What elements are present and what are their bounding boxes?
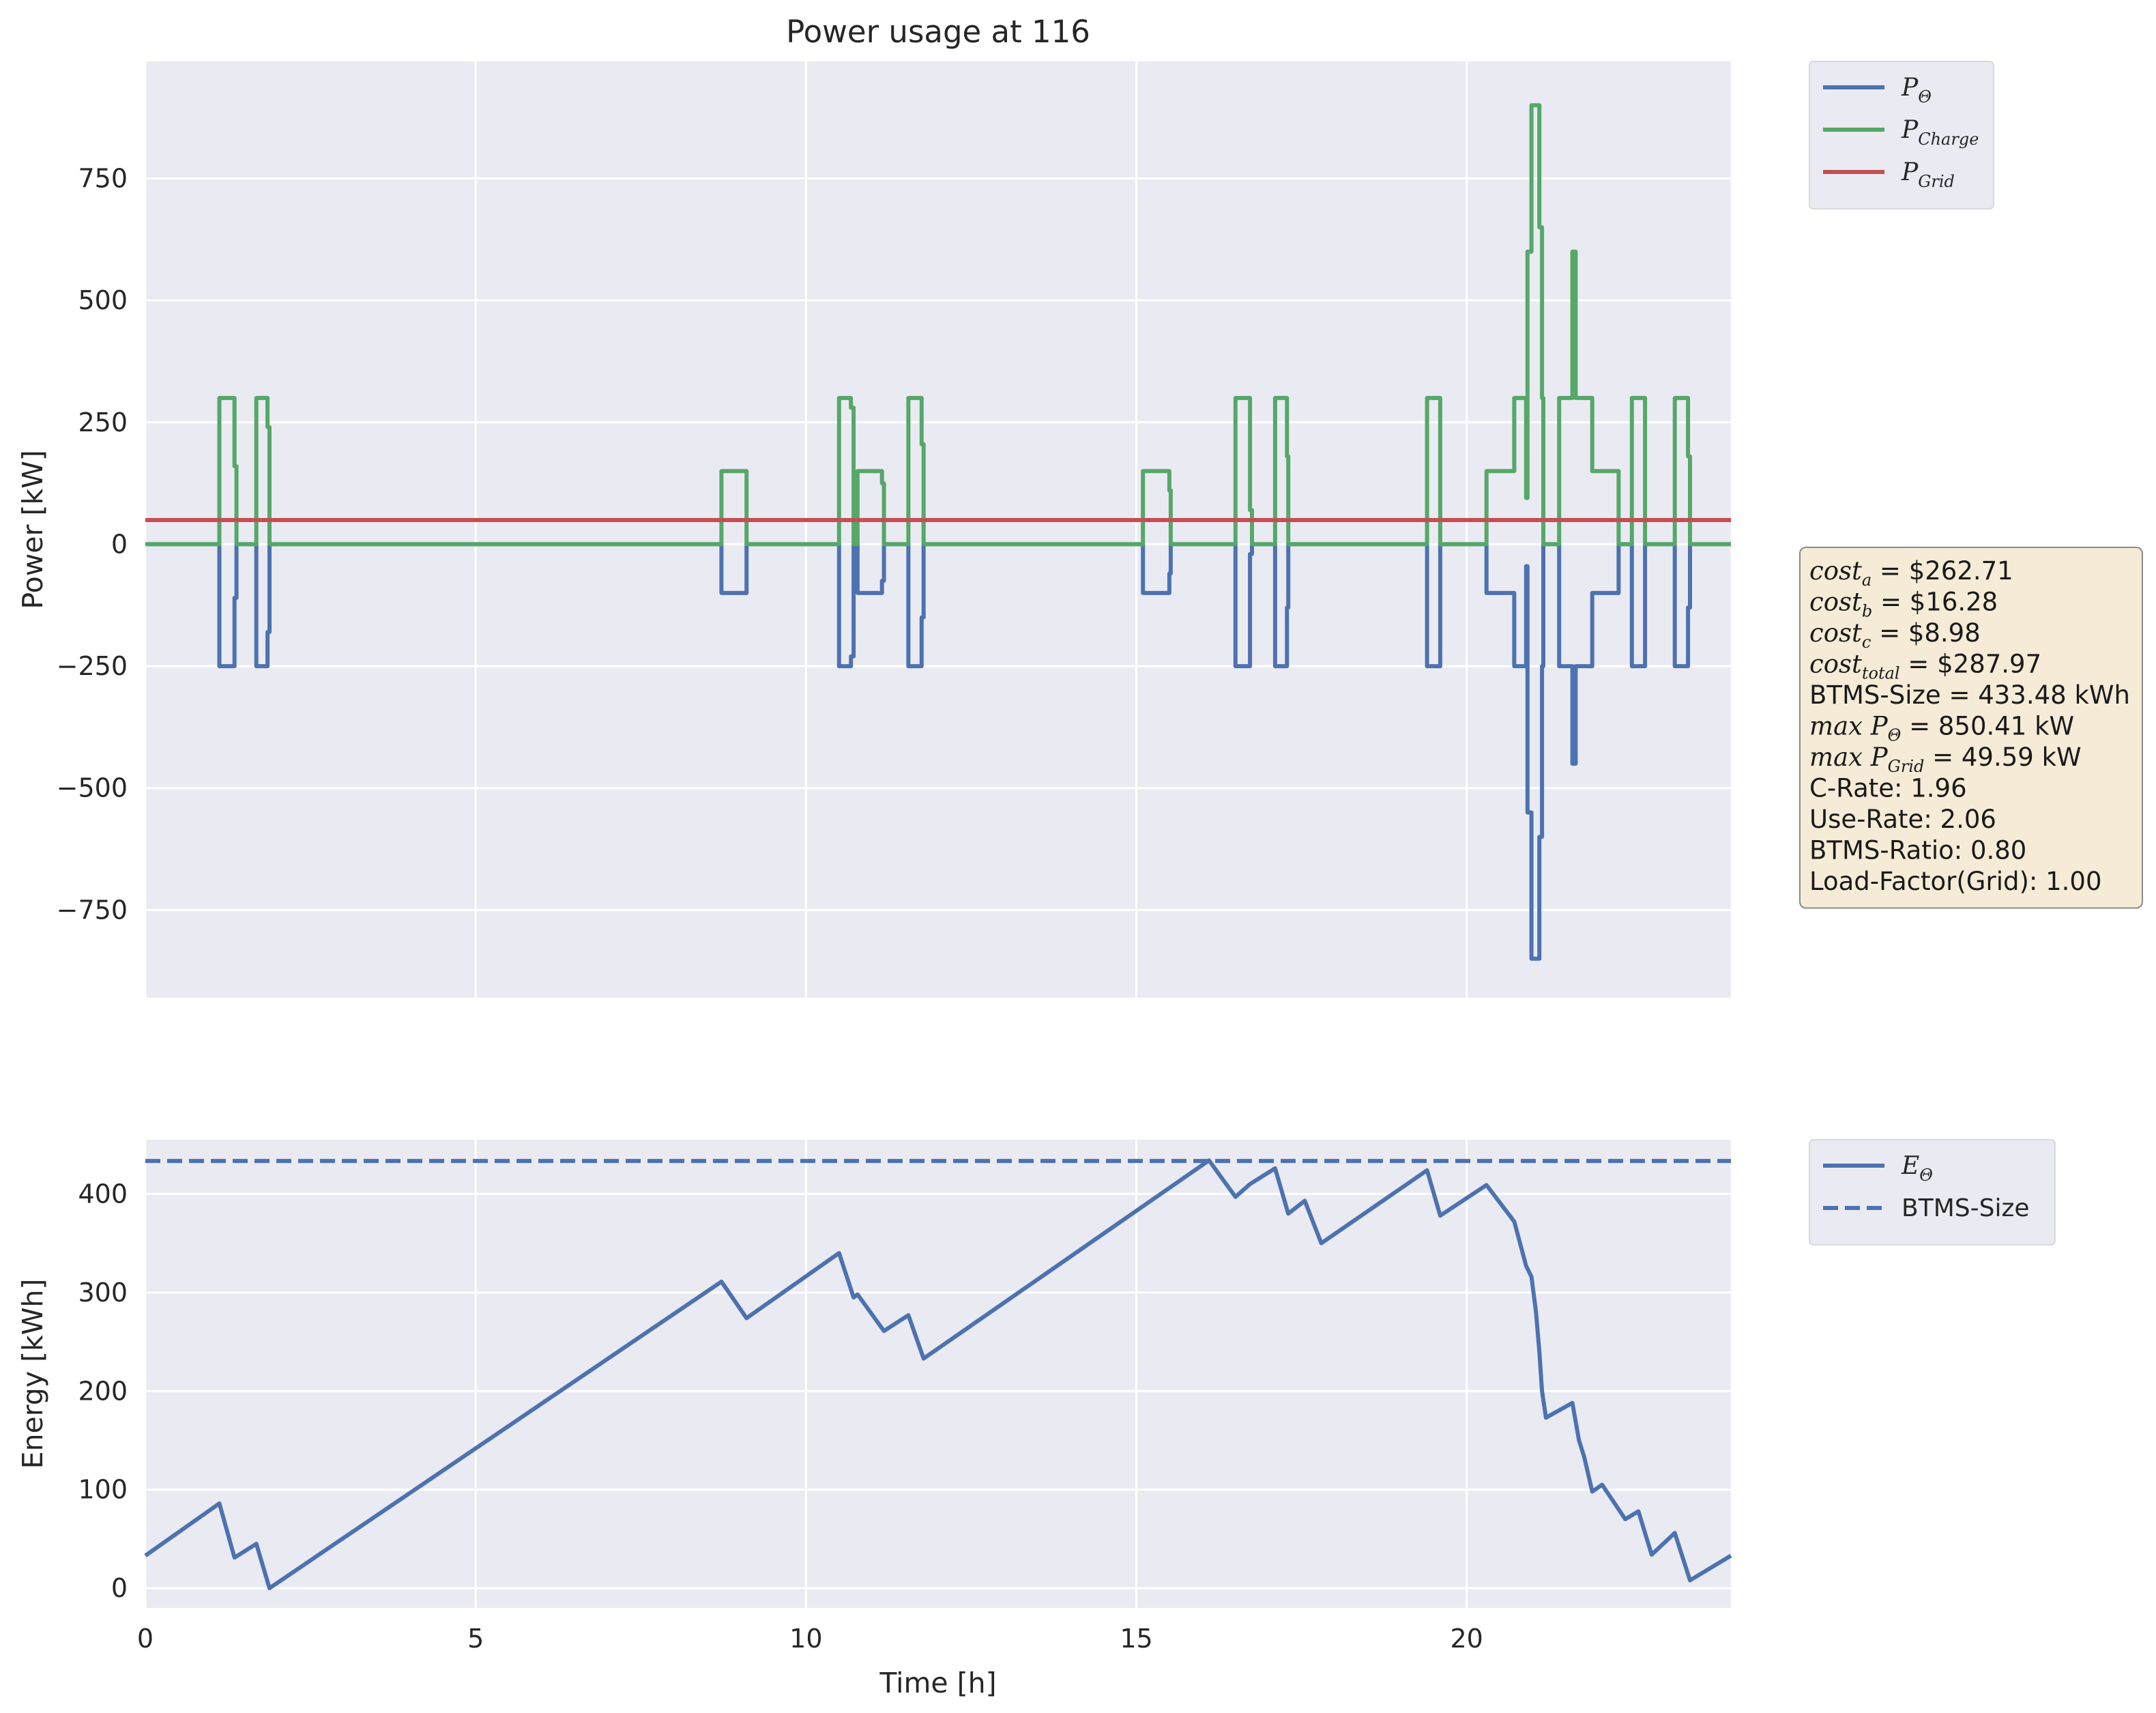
info-main: BTMS-Ratio: 0.80 — [1809, 836, 2026, 865]
legend-entry: BTMS-Size — [1902, 1194, 2030, 1222]
x-axis-label: Time [h] — [879, 1667, 996, 1699]
legend-sub: Grid — [1918, 172, 1955, 191]
info-main: BTMS-Size — [1809, 680, 1941, 710]
legend-entry: PCharge — [1901, 116, 1979, 149]
legend-sub: Θ — [1919, 1166, 1933, 1185]
y-tick-label: 0 — [111, 529, 128, 559]
y-tick-label: −750 — [57, 895, 128, 925]
legend-main: P — [1901, 158, 1919, 186]
info-rest: = 850.41 kW — [1901, 712, 2074, 741]
info-rest: = $16.28 — [1872, 588, 1998, 617]
info-line: max PΘ = 850.41 kW — [1809, 712, 2074, 745]
legend-sub: Θ — [1918, 87, 1932, 106]
info-main: max P — [1809, 743, 1889, 772]
legend-main: BTMS-Size — [1902, 1194, 2030, 1222]
y-axis-label: Power [kW] — [16, 450, 49, 609]
x-tick-label: 5 — [467, 1624, 484, 1654]
info-sub: b — [1862, 602, 1872, 621]
info-rest: = $8.98 — [1871, 618, 1980, 648]
info-main: cost — [1809, 650, 1862, 679]
y-tick-label: −500 — [57, 773, 128, 803]
y-tick-label: 200 — [78, 1376, 128, 1406]
info-line: costa = $262.71 — [1809, 556, 2013, 590]
energy-chart: 0 100 200 300 400 0 5 10 15 20 Time [h] Energy [kWh… — [16, 1139, 2056, 1699]
info-main: max P — [1809, 712, 1889, 741]
y-tick-label: 500 — [78, 285, 128, 315]
y-tick-label: 400 — [78, 1179, 128, 1209]
info-sub: Θ — [1888, 726, 1902, 745]
info-line: C-Rate: 1.96 — [1809, 774, 1967, 803]
info-line: costb = $16.28 — [1809, 588, 1998, 621]
chart-title: Power usage at 116 — [786, 14, 1090, 50]
y-tick-label: 300 — [78, 1278, 128, 1308]
info-line: max PGrid = 49.59 kW — [1809, 743, 2082, 776]
y-tick-label: −250 — [57, 651, 128, 681]
info-main: cost — [1809, 618, 1862, 648]
legend: EΘ BTMS-Size — [1809, 1139, 2056, 1246]
info-box-frame — [1799, 547, 2143, 909]
y-tick-label: 0 — [111, 1573, 128, 1603]
y-tick-label: 250 — [78, 407, 128, 437]
legend-main: P — [1901, 116, 1919, 144]
legend-main: E — [1901, 1152, 1919, 1180]
plot-area — [145, 1140, 1731, 1608]
info-main: cost — [1809, 588, 1862, 617]
info-main: C-Rate: 1.96 — [1809, 774, 1967, 803]
series-line-0 — [144, 1158, 1732, 1591]
legend-main: P — [1901, 74, 1919, 102]
power-chart: −750 −500 −250 0 250 500 750 Power usage at 116… — [16, 14, 1994, 998]
x-tick-label: 10 — [789, 1624, 822, 1654]
info-sub: total — [1862, 664, 1900, 683]
info-main: Use-Rate: 2.06 — [1809, 805, 1996, 834]
legend-entry: PGrid — [1901, 158, 1955, 191]
info-main: Load-Factor(Grid): 1.00 — [1809, 867, 2102, 896]
plot-area — [145, 61, 1731, 998]
series-line-1 — [145, 103, 1731, 547]
info-line: costtotal = $287.97 — [1809, 650, 2041, 683]
legend-sub: Charge — [1918, 130, 1979, 149]
info-rest: = $262.71 — [1871, 556, 2013, 586]
x-tick-label: 20 — [1450, 1624, 1483, 1654]
x-tick-label: 0 — [137, 1624, 154, 1654]
x-tick-label: 15 — [1120, 1624, 1152, 1654]
info-line: BTMS-Ratio: 0.80 — [1809, 836, 2026, 865]
info-rest: = 433.48 kWh — [1941, 680, 2130, 710]
legend-entry: PΘ — [1901, 74, 1932, 106]
info-sub: Grid — [1888, 757, 1925, 776]
legend-entry: EΘ — [1901, 1152, 1933, 1185]
y-tick-label: 100 — [78, 1475, 128, 1505]
info-line: Use-Rate: 2.06 — [1809, 805, 1996, 834]
info-rest: = $287.97 — [1900, 650, 2042, 679]
y-tick-label: 750 — [78, 164, 128, 194]
info-line: costc = $8.98 — [1809, 618, 1981, 652]
info-main: cost — [1809, 556, 1862, 586]
legend-frame — [1809, 1139, 2056, 1246]
info-sub: a — [1862, 571, 1871, 590]
info-line: BTMS-Size = 433.48 kWh — [1809, 680, 2130, 710]
info-sub: c — [1862, 633, 1871, 652]
y-axis-label: Energy [kWh] — [16, 1279, 49, 1469]
info-rest: = 49.59 kW — [1924, 743, 2081, 772]
info-line: Load-Factor(Grid): 1.00 — [1809, 867, 2102, 896]
